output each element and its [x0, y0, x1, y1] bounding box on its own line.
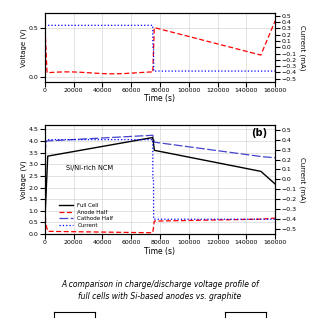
Full Cell	[244, 166, 248, 170]
Anode Half	[244, 218, 248, 221]
Anode Half	[269, 217, 273, 220]
Full Cell	[69, 150, 73, 154]
Anode Half	[131, 231, 135, 235]
Cathode Half	[269, 156, 273, 159]
Cathode Half	[69, 138, 73, 141]
Line: Cathode Half: Cathode Half	[45, 135, 275, 158]
Anode Half	[273, 216, 277, 220]
Current	[141, 138, 145, 141]
Cathode Half	[151, 133, 155, 137]
Y-axis label: Current (mA): Current (mA)	[299, 157, 306, 202]
Current	[152, 217, 156, 221]
Full Cell	[273, 182, 277, 186]
Text: (b): (b)	[251, 128, 267, 138]
Legend: Full Cell, Anode Half, Cathode Half, Current: Full Cell, Anode Half, Cathode Half, Cur…	[57, 201, 116, 230]
Anode Half	[43, 186, 47, 189]
X-axis label: Time (s): Time (s)	[145, 247, 175, 256]
Current	[273, 217, 277, 221]
Anode Half	[151, 231, 155, 235]
Current	[131, 138, 135, 141]
Current	[69, 138, 73, 141]
Full Cell	[131, 139, 135, 143]
Anode Half	[69, 230, 73, 234]
Anode Half	[141, 231, 145, 235]
Cathode Half	[244, 153, 248, 156]
Full Cell	[151, 136, 155, 140]
Cathode Half	[43, 152, 47, 156]
X-axis label: Time (s): Time (s)	[145, 94, 175, 103]
Line: Current: Current	[45, 140, 275, 219]
Full Cell	[269, 178, 273, 182]
Y-axis label: Current (mA): Current (mA)	[299, 25, 306, 70]
Line: Anode Half: Anode Half	[45, 188, 275, 233]
Current	[269, 217, 273, 221]
Line: Full Cell: Full Cell	[45, 138, 275, 222]
Cathode Half	[83, 137, 87, 141]
Current	[244, 217, 248, 221]
Current	[43, 138, 47, 141]
Anode Half	[83, 230, 87, 234]
Current	[83, 138, 87, 141]
Full Cell	[83, 148, 87, 151]
Cathode Half	[131, 134, 135, 138]
Text: full cells with Si-based anodes vs. graphite: full cells with Si-based anodes vs. grap…	[78, 292, 242, 301]
Y-axis label: Voltage (V): Voltage (V)	[21, 28, 28, 67]
Text: Si/Ni-rich NCM: Si/Ni-rich NCM	[66, 165, 113, 171]
Full Cell	[43, 220, 47, 224]
Y-axis label: Voltage (V): Voltage (V)	[21, 160, 27, 199]
Cathode Half	[273, 156, 277, 160]
Full Cell	[141, 137, 145, 141]
Cathode Half	[141, 134, 145, 138]
Text: A comparison in charge/discharge voltage profile of: A comparison in charge/discharge voltage…	[61, 280, 259, 289]
